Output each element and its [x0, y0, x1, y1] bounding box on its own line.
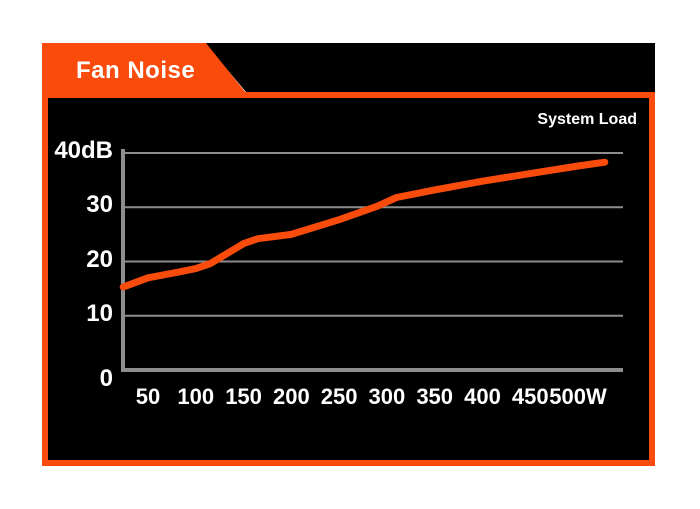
y-tick-label-30: 30: [86, 191, 113, 219]
x-tick-label-300: 300: [368, 384, 406, 409]
x-tick-label-250: 250: [320, 384, 358, 409]
y-tick-label-40dB: 40dB: [54, 137, 113, 164]
x-tick-label-100: 100: [177, 384, 215, 409]
x-tick-label-500W: 500W: [549, 384, 607, 409]
header-black-band: [205, 43, 655, 92]
x-tick-label-200: 200: [272, 384, 310, 409]
x-tick-label-350: 350: [416, 384, 454, 409]
page-title: Fan Noise: [76, 56, 196, 84]
y-tick-label-20: 20: [86, 245, 113, 273]
y-tick-label-0: 0: [99, 365, 113, 392]
x-tick-label-450: 450: [511, 384, 549, 409]
x-tick-label-50: 50: [135, 384, 161, 409]
x-tick-label-150: 150: [225, 384, 262, 409]
chart-panel: [42, 92, 655, 466]
y-tick-label-10: 10: [86, 299, 113, 327]
x-tick-label-400: 400: [464, 384, 501, 409]
x-axis-title: System Load: [537, 111, 637, 128]
